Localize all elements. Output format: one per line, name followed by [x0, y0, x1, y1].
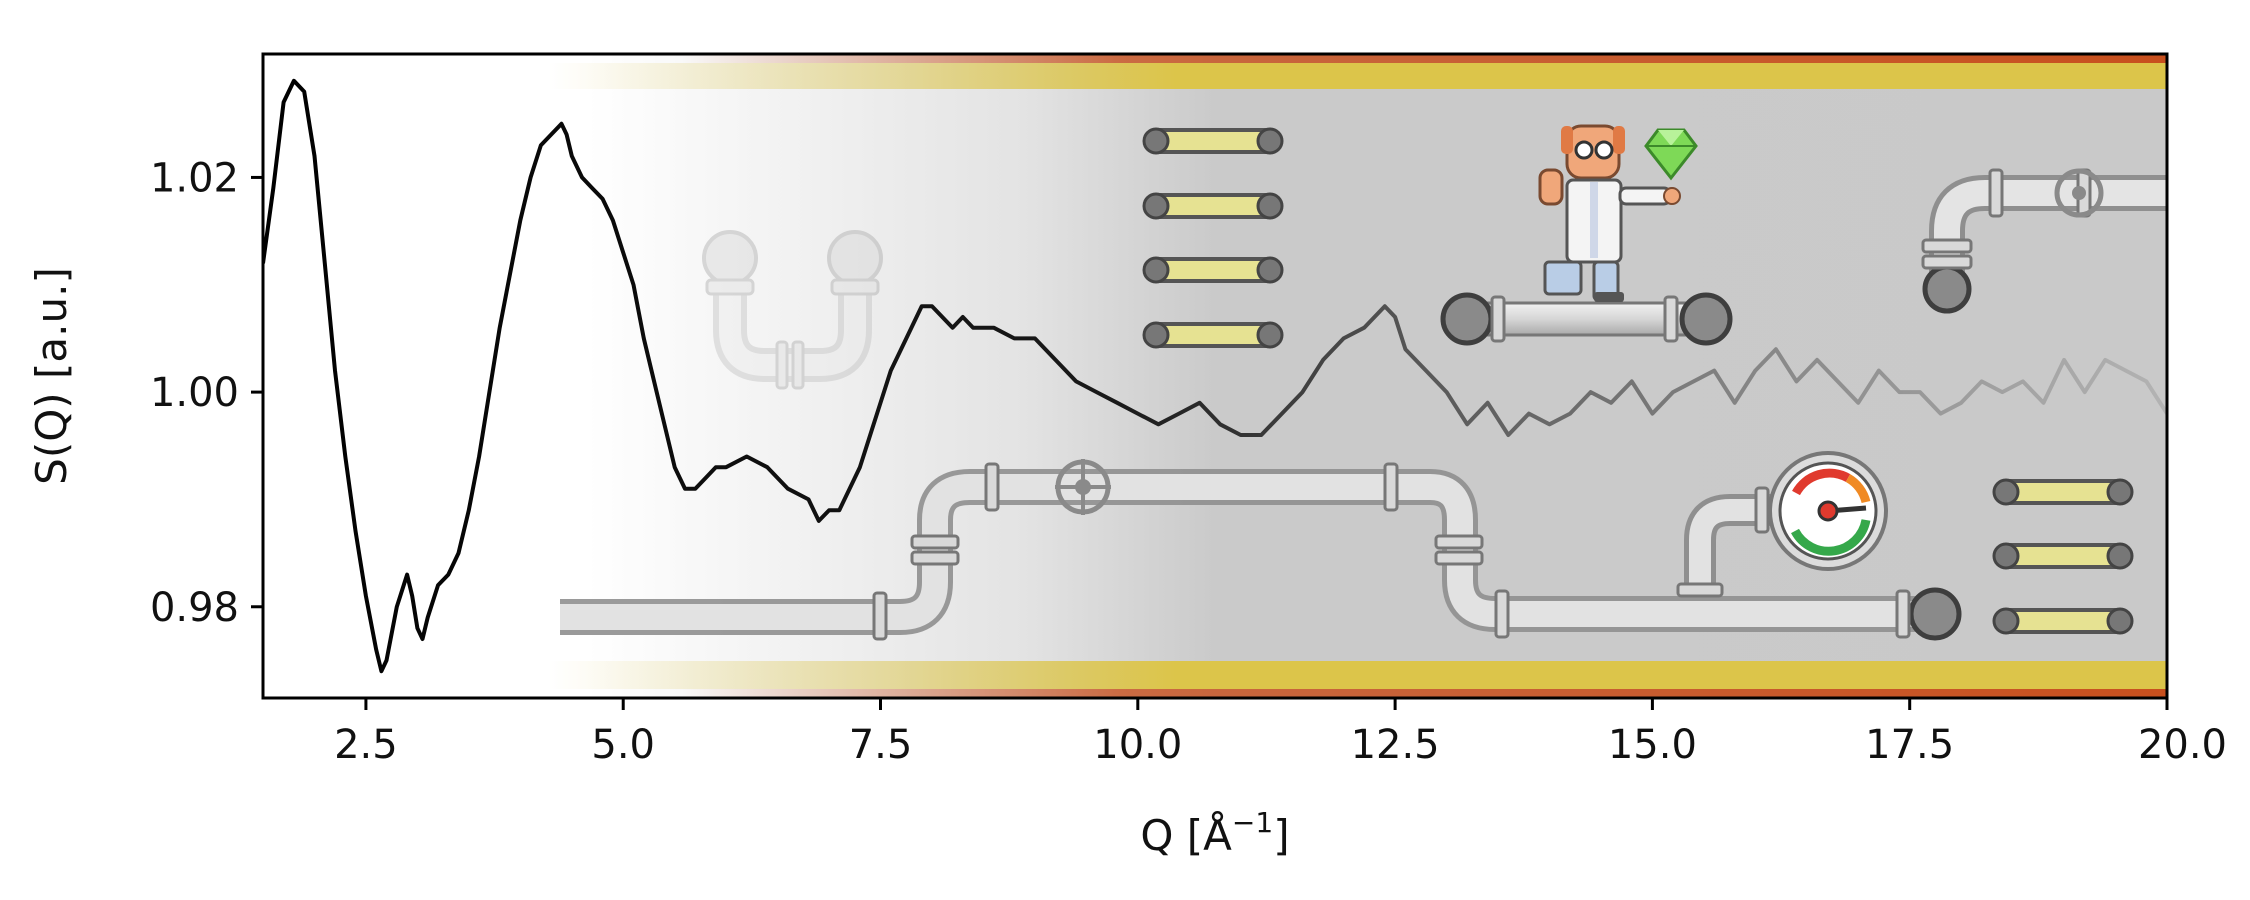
ladder-rung-icon [1992, 542, 2134, 570]
pressure-gauge-icon [1768, 451, 1888, 571]
ladder-rungs-center [1142, 127, 1284, 349]
ladder-rung-icon [1142, 127, 1284, 155]
x-axis-label-sup: −1 [1232, 806, 1273, 839]
ladder-rung-icon [1992, 478, 2134, 506]
y-tick-label: 0.98 [150, 585, 239, 631]
x-axis-ticks: 2.5 5.0 7.5 10.0 12.5 15.0 17.5 20.0 [334, 698, 2227, 768]
pipe-icon [702, 230, 883, 390]
scientist-icon [1538, 124, 1681, 302]
y-tick-label: 1.00 [150, 370, 239, 416]
x-tick-label: 7.5 [849, 722, 913, 768]
gem-icon [1644, 128, 1698, 181]
pipe-icon [1921, 168, 2167, 314]
decor-stripes [263, 54, 2167, 698]
x-tick-label: 17.5 [1865, 722, 1954, 768]
x-axis-label-close: ] [1273, 811, 1289, 860]
x-tick-label: 5.0 [591, 722, 655, 768]
valve-wheel-icon [2054, 168, 2104, 218]
bottom-yellow-stripe [263, 661, 2167, 689]
y-tick-label: 1.02 [150, 155, 239, 201]
x-tick-label: 15.0 [1608, 722, 1697, 768]
x-axis-label: Q [Å−1] [1140, 806, 1289, 860]
series-line [263, 78, 2167, 674]
top-orange-stripe [263, 54, 2167, 63]
valve-wheel-icon [1055, 459, 1111, 515]
plot-frame [261, 52, 2169, 700]
x-tick-label: 10.0 [1093, 722, 1182, 768]
top-yellow-stripe [263, 63, 2167, 89]
x-tick-label: 12.5 [1351, 722, 1440, 768]
pipe-icon [1676, 486, 1780, 598]
ladder-rung-icon [1992, 607, 2134, 635]
ladder-rung-icon [1142, 192, 1284, 220]
x-tick-label: 2.5 [334, 722, 398, 768]
y-axis-ticks: 0.98 1.00 1.02 [150, 155, 263, 631]
platform-pipe [1440, 292, 1733, 346]
x-tick-label: 20.0 [2138, 722, 2227, 768]
bottom-orange-stripe [263, 689, 2167, 698]
ladder-rung-icon [1142, 256, 1284, 284]
pipe-icon [560, 459, 1962, 641]
ladder-rungs-right [1992, 478, 2134, 635]
x-axis-label-main: Q [Å [1140, 810, 1232, 860]
ladder-rung-icon [1142, 321, 1284, 349]
y-axis-label: S(Q) [a.u.] [27, 267, 76, 485]
plot-background [263, 54, 2167, 698]
